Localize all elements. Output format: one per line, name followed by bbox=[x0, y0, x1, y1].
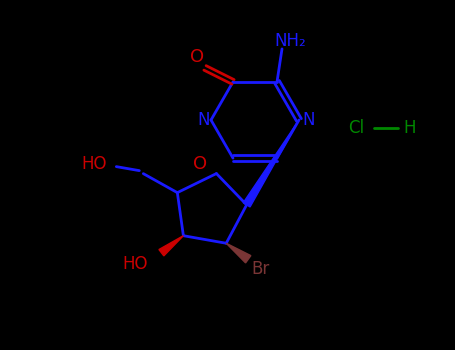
Text: Cl: Cl bbox=[348, 119, 364, 137]
Text: H: H bbox=[404, 119, 416, 137]
Polygon shape bbox=[226, 243, 251, 263]
Text: O: O bbox=[193, 155, 207, 173]
Text: HO: HO bbox=[82, 155, 107, 173]
Text: Br: Br bbox=[251, 260, 269, 278]
Polygon shape bbox=[243, 120, 299, 207]
Text: HO: HO bbox=[122, 255, 147, 273]
Text: O: O bbox=[190, 48, 204, 66]
Polygon shape bbox=[159, 236, 183, 256]
Text: N: N bbox=[303, 111, 315, 129]
Text: NH₂: NH₂ bbox=[274, 32, 306, 50]
Text: N: N bbox=[198, 111, 210, 129]
